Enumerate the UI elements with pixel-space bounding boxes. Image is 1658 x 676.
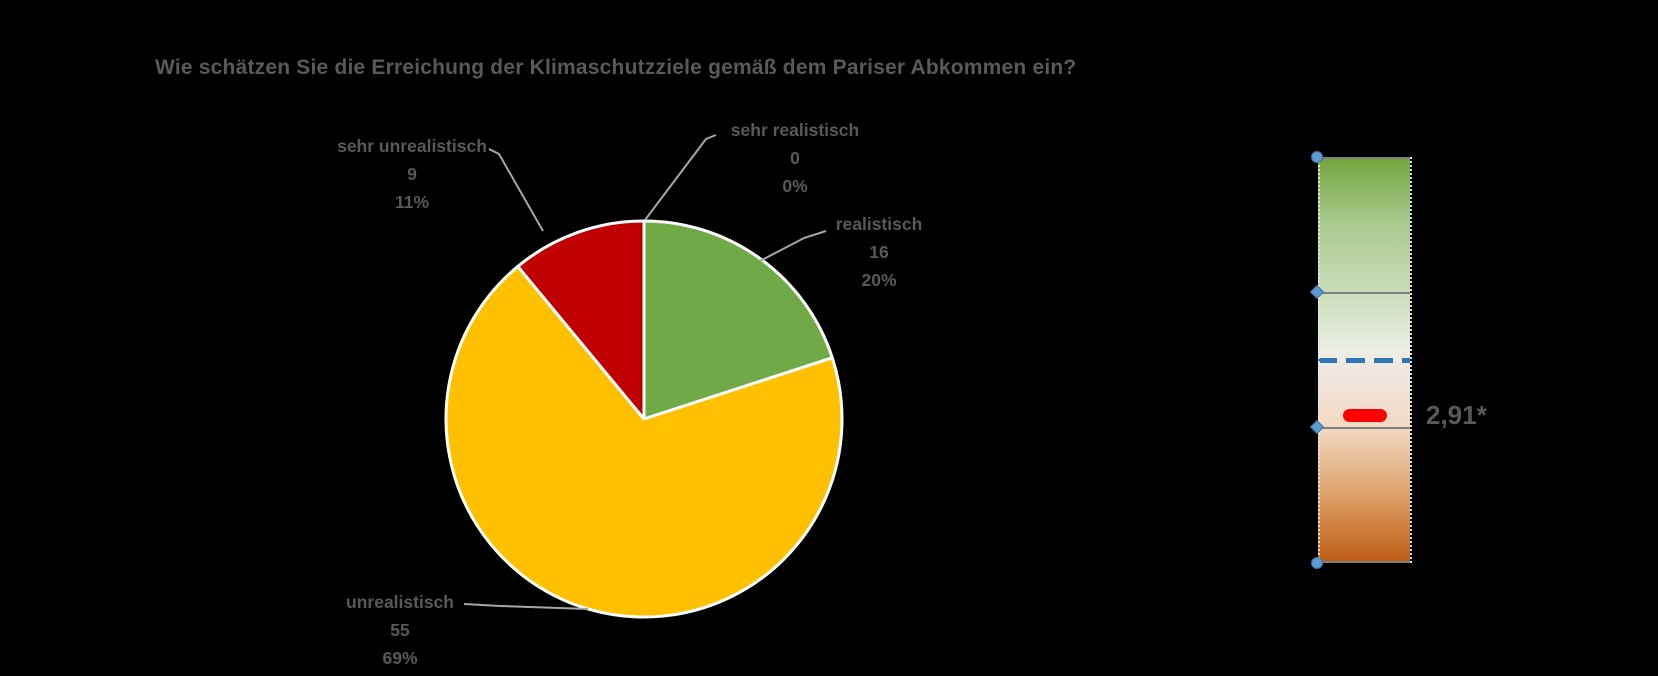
- scale-right-dotted-edge: [1410, 157, 1412, 563]
- selection-handle-top[interactable]: [1311, 151, 1323, 163]
- mean-value-marker: [1343, 409, 1387, 422]
- pie-slice-sehr-unrealistisch: [516, 219, 646, 421]
- chart-title: Wie schätzen Sie die Erreichung der Klim…: [155, 56, 1077, 79]
- rating-scale-bar: [1309, 151, 1412, 569]
- pie-label-name: unrealistisch: [346, 592, 454, 612]
- pie-label-name: sehr realistisch: [730, 120, 860, 140]
- pie-label-count: 9: [407, 164, 417, 184]
- pie-label-realistisch: realistisch 16 20%: [769, 210, 989, 294]
- scale-left-dotted-edge: [1318, 157, 1320, 563]
- pie-label-name: sehr unrealistisch: [337, 136, 487, 156]
- pie-label-percent: 69%: [382, 648, 418, 668]
- pie-label-sehr-realistisch: sehr realistisch 0 0%: [685, 116, 905, 200]
- pie-label-percent: 11%: [394, 192, 430, 212]
- pie-chart: [444, 219, 844, 619]
- mean-value-label: 2,91*: [1426, 400, 1487, 430]
- selection-handle-upper[interactable]: [1309, 284, 1325, 300]
- pie-label-sehr-unrealistisch: sehr unrealistisch 9 11%: [302, 132, 522, 216]
- scale-midpoint-dashed-line: [1318, 358, 1410, 363]
- selection-handle-bottom[interactable]: [1311, 557, 1323, 569]
- pie-label-count: 16: [869, 242, 889, 262]
- scale-gridline-3: [1318, 427, 1410, 429]
- pie-label-count: 55: [390, 620, 410, 640]
- pie-label-unrealistisch: unrealistisch 55 69%: [290, 588, 510, 672]
- pie-label-count: 0: [790, 148, 800, 168]
- scale-gridline-2: [1318, 292, 1410, 294]
- pie-label-percent: 20%: [861, 270, 897, 290]
- pie-label-percent: 0%: [782, 176, 808, 196]
- pie-slice-unrealistisch: [444, 264, 844, 619]
- selection-handle-lower[interactable]: [1309, 419, 1325, 435]
- pie-label-name: realistisch: [835, 214, 923, 234]
